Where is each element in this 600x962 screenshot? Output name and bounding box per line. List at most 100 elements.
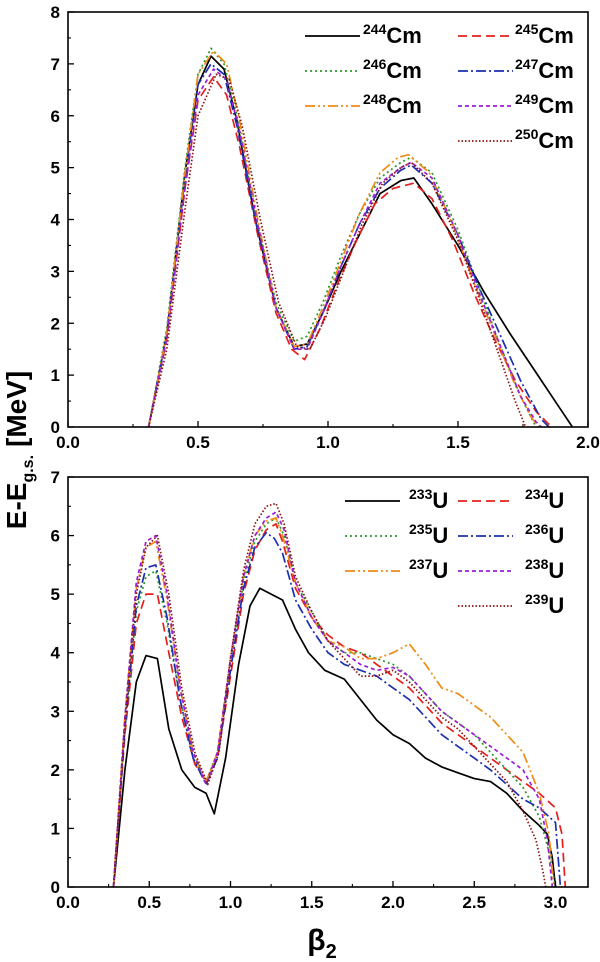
series-line-245Cm bbox=[147, 75, 553, 427]
legend-element-symbol: Cm bbox=[538, 93, 573, 118]
y-tick-label: 3 bbox=[51, 262, 60, 281]
legend-label-245Cm: 245Cm bbox=[515, 21, 574, 48]
legend-label-234U: 234U bbox=[525, 486, 564, 513]
legend-mass-number: 239 bbox=[525, 591, 549, 607]
legend-element-symbol: U bbox=[548, 593, 564, 618]
legend-mass-number: 245 bbox=[515, 21, 539, 37]
series-line-248Cm bbox=[147, 50, 540, 427]
y-tick-label: 4 bbox=[51, 644, 61, 663]
y-tick-label: 6 bbox=[51, 527, 60, 546]
series-line-239U bbox=[112, 502, 547, 887]
legend-element-symbol: U bbox=[432, 558, 448, 583]
legend-element-symbol: U bbox=[432, 488, 448, 513]
series-line-237U bbox=[112, 517, 555, 887]
x-tick-label: 0.0 bbox=[56, 433, 80, 452]
svg-text:E-Eg.s.[MeV]: E-Eg.s. [MeV] bbox=[1, 371, 37, 529]
legend-label-246Cm: 246Cm bbox=[363, 56, 422, 83]
legend-mass-number: 233 bbox=[409, 486, 433, 502]
legend-mass-number: 235 bbox=[409, 521, 433, 537]
legend-mass-number: 234 bbox=[525, 486, 549, 502]
y-tick-label: 0 bbox=[51, 878, 60, 897]
legend-label-233U: 233U bbox=[409, 486, 448, 513]
x-axis-title-main: β bbox=[307, 924, 325, 957]
x-tick-label: 2.5 bbox=[462, 893, 486, 912]
legend-label-249Cm: 249Cm bbox=[515, 91, 574, 118]
legend-element-symbol: U bbox=[548, 558, 564, 583]
top-series-group bbox=[147, 47, 574, 427]
legend-label-239U: 239U bbox=[525, 591, 564, 618]
legend-element-symbol: Cm bbox=[386, 23, 421, 48]
series-line-247Cm bbox=[147, 63, 550, 427]
legend-mass-number: 247 bbox=[515, 56, 539, 72]
legend-label-237U: 237U bbox=[409, 556, 448, 583]
top-plot-frame bbox=[67, 11, 589, 428]
bottom-plot-frame bbox=[67, 476, 589, 888]
y-axis-title-sub: g.s. bbox=[20, 455, 37, 483]
series-line-246Cm bbox=[147, 47, 537, 427]
x-tick-label: 0.0 bbox=[56, 893, 80, 912]
legend-element-symbol: U bbox=[432, 523, 448, 548]
bottom-series-group bbox=[112, 502, 567, 887]
legend-mass-number: 238 bbox=[525, 556, 549, 572]
x-tick-label: 1.0 bbox=[219, 893, 243, 912]
y-tick-label: 2 bbox=[51, 314, 60, 333]
x-tick-label: 1.0 bbox=[316, 433, 340, 452]
y-tick-label: 5 bbox=[51, 585, 60, 604]
legend-element-symbol: Cm bbox=[538, 58, 573, 83]
series-line-238U bbox=[112, 511, 554, 887]
legend-label-250Cm: 250Cm bbox=[515, 126, 574, 153]
legend-element-symbol: U bbox=[548, 523, 564, 548]
y-tick-label: 6 bbox=[51, 107, 60, 126]
legend-element-symbol: Cm bbox=[386, 58, 421, 83]
y-tick-label: 0 bbox=[51, 418, 60, 437]
series-line-250Cm bbox=[147, 73, 527, 427]
legend-mass-number: 244 bbox=[363, 21, 387, 37]
y-tick-label: 8 bbox=[51, 3, 60, 22]
x-tick-label: 0.5 bbox=[186, 433, 210, 452]
y-tick-label: 1 bbox=[51, 366, 60, 385]
legend-element-symbol: Cm bbox=[538, 23, 573, 48]
legend-mass-number: 248 bbox=[363, 91, 387, 107]
series-line-244Cm bbox=[147, 55, 574, 427]
legend-label-244Cm: 244Cm bbox=[363, 21, 422, 48]
y-axis-title: E-Eg.s. [MeV] bbox=[1, 371, 37, 529]
legend-element-symbol: Cm bbox=[386, 93, 421, 118]
y-tick-label: 2 bbox=[51, 761, 60, 780]
legend-mass-number: 249 bbox=[515, 91, 539, 107]
y-tick-label: 7 bbox=[51, 468, 60, 487]
legend-label-248Cm: 248Cm bbox=[363, 91, 422, 118]
y-tick-label: 1 bbox=[51, 819, 60, 838]
x-axis-title-sub: 2 bbox=[326, 941, 337, 962]
y-axis-title-main: E-E bbox=[1, 483, 32, 530]
legend-label-238U: 238U bbox=[525, 556, 564, 583]
legend-mass-number: 250 bbox=[515, 126, 539, 142]
legend-mass-number: 246 bbox=[363, 56, 387, 72]
legend-mass-number: 237 bbox=[409, 556, 433, 572]
legend-label-247Cm: 247Cm bbox=[515, 56, 574, 83]
series-line-233U bbox=[112, 587, 557, 887]
x-axis-title: β2 bbox=[307, 924, 336, 962]
y-axis-title-unit: [MeV] bbox=[1, 371, 32, 447]
x-tick-label: 2.0 bbox=[381, 893, 405, 912]
series-line-249Cm bbox=[147, 68, 542, 427]
x-tick-label: 3.0 bbox=[544, 893, 568, 912]
legend-label-235U: 235U bbox=[409, 521, 448, 548]
x-tick-label: 2.0 bbox=[576, 433, 600, 452]
y-tick-label: 4 bbox=[51, 211, 61, 230]
legend-mass-number: 236 bbox=[525, 521, 549, 537]
legend-element-symbol: Cm bbox=[538, 128, 573, 153]
x-tick-label: 1.5 bbox=[300, 893, 324, 912]
y-tick-label: 3 bbox=[51, 702, 60, 721]
x-tick-label: 0.5 bbox=[137, 893, 161, 912]
series-line-235U bbox=[112, 517, 557, 887]
legend-label-236U: 236U bbox=[525, 521, 564, 548]
legend-element-symbol: U bbox=[548, 488, 564, 513]
y-tick-label: 7 bbox=[51, 55, 60, 74]
y-tick-label: 5 bbox=[51, 159, 60, 178]
x-tick-label: 1.5 bbox=[446, 433, 470, 452]
